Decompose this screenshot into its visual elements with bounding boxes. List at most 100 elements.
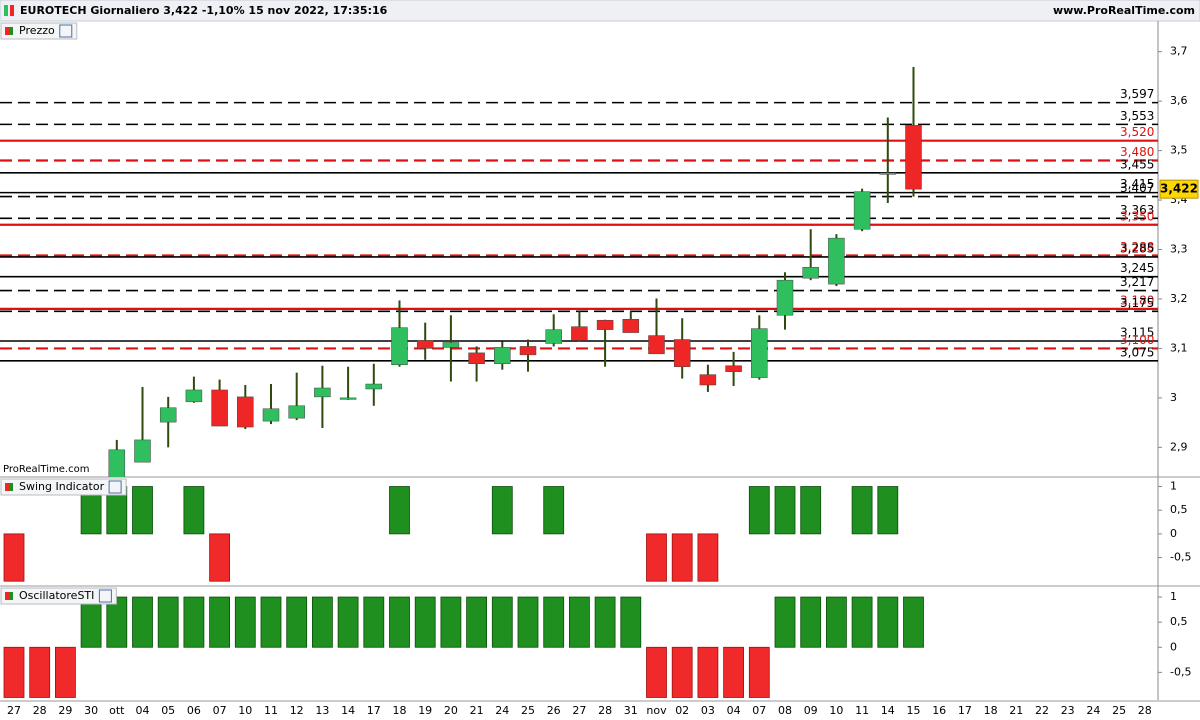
indicator-bar [594,596,616,648]
indicator-bar [748,646,770,698]
x-tick-label: 16 [932,704,946,717]
y-tick-label: 2,9 [1170,440,1188,453]
indicator-bar [826,596,847,648]
header-icon [4,5,8,16]
indicator-bar [183,486,205,535]
indicator-bar [234,596,256,648]
candle-body [648,335,665,355]
indicator-bar [157,596,179,648]
candle-body [314,387,331,398]
indicator-bar [209,596,231,648]
candle-body [494,347,511,364]
x-tick-label: 22 [1035,704,1049,717]
x-tick-label: 21 [470,704,484,717]
x-tick-label: 28 [33,704,47,717]
x-tick-label: 07 [752,704,766,717]
x-tick-label: 14 [881,704,895,717]
candle-body [185,389,203,403]
x-tick-label: 04 [727,704,741,717]
indicator-bar [774,486,796,535]
indicator-bar [209,533,231,582]
indicator-bar [286,596,308,648]
settings-button[interactable] [98,589,112,603]
candle-body [725,365,742,372]
level-label: 3,245 [1120,261,1154,275]
candle-body [879,172,897,175]
indicator-bar [466,596,488,648]
indicator-bar [774,596,796,648]
x-tick-label: 28 [1138,704,1152,717]
x-tick-label: 10 [829,704,843,717]
level-label: 3,455 [1120,157,1154,171]
settings-button[interactable] [59,24,73,38]
y-tick-label: 3,2 [1170,292,1188,305]
x-tick-label: 03 [701,704,715,717]
x-tick-label: 31 [624,704,638,717]
indicator-bar [363,596,385,648]
x-tick-label: 11 [855,704,869,717]
candle-body [211,389,228,427]
indicator-bar [3,533,25,582]
indicator-bar [491,596,513,648]
x-tick-label: 24 [495,704,509,717]
panel-icon [5,592,9,600]
x-tick-label: 21 [1009,704,1023,717]
level-label: 3,415 [1120,177,1154,191]
indicator-bar [29,646,51,698]
last-price-label: 3,422 [1160,182,1198,196]
header-icon [10,5,14,16]
indicator-bar [748,486,770,535]
indicator-bar [311,596,333,648]
candle-body [262,408,280,422]
level-label: 3,175 [1120,296,1154,310]
x-tick-label: 08 [778,704,792,717]
level-label: 3,217 [1120,275,1154,289]
x-tick-label: 06 [187,704,201,717]
panel-icon [9,483,13,491]
y-tick-label: 3,3 [1170,243,1188,256]
x-tick-label: 17 [367,704,381,717]
indicator-bar [723,646,744,698]
candle-body [751,328,768,378]
indicator-bar [491,486,513,535]
candle-body [571,326,588,341]
y-tick-label: 0 [1170,640,1177,653]
settings-button[interactable] [108,480,122,494]
level-label: 3,480 [1120,145,1154,159]
x-tick-label: 15 [907,704,921,717]
indicator-bar [646,646,667,698]
x-tick-label: 30 [84,704,98,717]
level-label: 3,553 [1120,109,1154,123]
level-label: 3,520 [1120,125,1154,139]
panel-title: Swing Indicator [19,480,105,493]
y-tick-label: 0,5 [1170,615,1188,628]
x-tick-label: 11 [264,704,278,717]
x-tick-label: 04 [136,704,150,717]
indicator-bar [697,646,719,698]
indicator-bar [646,533,667,582]
x-tick-label: 14 [341,704,355,717]
indicator-bar [55,646,76,698]
candle-body [134,439,151,463]
x-tick-label: 25 [521,704,535,717]
indicator-bar [132,596,153,648]
site-link[interactable]: www.ProRealTime.com [1053,4,1195,17]
header-bar [0,0,1200,22]
watermark: ProRealTime.com [3,464,89,475]
indicator-bar [337,596,359,648]
indicator-bar [80,596,102,648]
y-tick-label: 1 [1170,590,1177,603]
candle-body [159,407,177,423]
indicator-bar [543,486,565,535]
level-label: 3,363 [1120,203,1154,217]
x-tick-label: 27 [572,704,586,717]
indicator-bar [440,596,462,648]
indicator-bar [132,486,153,535]
x-tick-label: 17 [958,704,972,717]
indicator-bar [183,596,205,648]
x-tick-label: 05 [161,704,175,717]
y-tick-label: 3,1 [1170,341,1188,354]
x-tick-label: 13 [315,704,329,717]
